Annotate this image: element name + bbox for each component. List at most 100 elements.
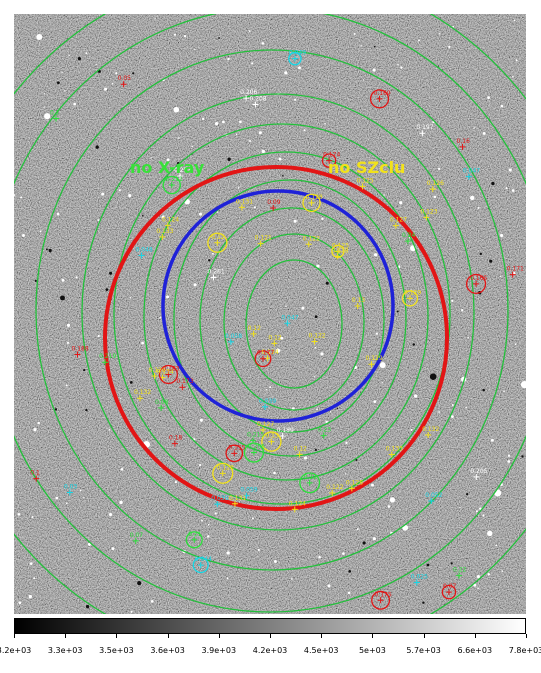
- colorbar-tick-label: 3.2e+03: [0, 646, 32, 655]
- sky-image-viewer[interactable]: 0.12 0.122 0.123 0.124 0.125 0.126 0.127 0.128 0…: [14, 14, 526, 614]
- colorbar-tick: [116, 634, 118, 638]
- redshift-label: 0.124: [162, 216, 179, 223]
- contour-ring: [245, 259, 343, 389]
- star: [253, 206, 256, 209]
- source-circle: [299, 472, 321, 494]
- redshift-label: 0.133: [156, 228, 173, 235]
- star: [120, 397, 122, 399]
- redshift-label: 0.127: [257, 421, 274, 428]
- source-cross: [425, 431, 432, 438]
- colorbar-tick-label: 7.8e+03: [508, 646, 541, 655]
- star: [44, 113, 51, 120]
- star: [104, 87, 108, 91]
- star: [399, 201, 403, 205]
- source-cross: [238, 204, 245, 211]
- star: [418, 39, 420, 42]
- source-circle: [261, 431, 282, 452]
- star: [118, 189, 121, 192]
- redshift-label: 0.177: [257, 350, 274, 357]
- star: [329, 411, 332, 413]
- colorbar-ticks: 3.2e+03 3.3e+03 3.5e+03 3.6e+03 3.9e+03 4.2e+…: [0, 634, 541, 655]
- star: [214, 121, 219, 126]
- source-cross: [456, 572, 463, 579]
- star: [487, 96, 490, 100]
- redshift-label: 0.03: [64, 483, 78, 490]
- source-cross: [177, 172, 184, 179]
- star: [475, 510, 478, 513]
- star: [226, 577, 229, 580]
- source-circle: [371, 590, 391, 610]
- star: [514, 343, 517, 346]
- star: [461, 309, 464, 312]
- star: [379, 362, 386, 369]
- star: [207, 523, 210, 526]
- contour-ring: [173, 179, 407, 457]
- source-cross: [252, 101, 259, 108]
- redshift-label: 0.049: [289, 50, 306, 57]
- source-circle: [441, 584, 457, 600]
- redshift-label: 0.121: [255, 235, 272, 242]
- star: [438, 411, 440, 413]
- star: [375, 332, 378, 335]
- star: [348, 570, 352, 573]
- redshift-label: 0.132: [134, 389, 151, 396]
- star: [490, 438, 494, 442]
- redshift-label: 0.12: [211, 234, 225, 241]
- star: [383, 194, 385, 196]
- colorbar-tick-label: 3.9e+03: [201, 646, 237, 655]
- star: [132, 72, 135, 75]
- star: [48, 248, 52, 253]
- redshift-label: 0.122: [326, 484, 343, 491]
- colorbar-tick: [372, 634, 374, 638]
- star: [314, 315, 318, 319]
- star: [163, 163, 166, 166]
- redshift-label: 0.122: [309, 332, 326, 339]
- source-circle: [212, 462, 234, 484]
- star: [433, 195, 437, 199]
- redshift-label: 0.044: [195, 556, 212, 563]
- star: [154, 17, 156, 19]
- redshift-label: 0.165: [470, 275, 487, 282]
- redshift-label: 0.206: [240, 89, 257, 96]
- star: [65, 502, 68, 505]
- colorbar-tick: [167, 634, 169, 638]
- star: [482, 388, 485, 392]
- redshift-label: 0.059: [240, 487, 257, 494]
- star: [43, 106, 45, 108]
- star: [389, 497, 396, 503]
- source-cross: [334, 248, 341, 255]
- star: [208, 259, 211, 262]
- star: [373, 400, 377, 403]
- colorbar-tick: [526, 634, 527, 638]
- contour-ring: [14, 14, 526, 613]
- star: [191, 145, 193, 148]
- star: [273, 471, 276, 475]
- star: [130, 610, 133, 613]
- star: [371, 483, 374, 487]
- star: [301, 306, 305, 310]
- redshift-label: 0.047: [281, 314, 298, 321]
- redshift-label: 0.197: [416, 124, 433, 131]
- star: [479, 252, 482, 255]
- source-cross: [320, 432, 327, 439]
- source-circle: [465, 273, 487, 295]
- star: [451, 403, 454, 407]
- source-cross: [249, 437, 256, 444]
- star: [85, 52, 88, 55]
- sky-noise: [14, 14, 526, 614]
- contour-ring: [223, 233, 365, 411]
- source-cross: [243, 492, 250, 499]
- colorbar-tick: [270, 634, 271, 638]
- source-cross: [308, 199, 315, 206]
- star: [414, 394, 418, 398]
- colorbar-tick-label: 5e+03: [358, 646, 386, 655]
- star: [387, 505, 391, 508]
- source-cross: [334, 253, 341, 260]
- star: [97, 334, 100, 338]
- redshift-label: 0.215: [247, 431, 264, 438]
- star: [512, 75, 514, 78]
- redshift-label: 0.13: [352, 297, 366, 304]
- star: [36, 33, 43, 41]
- source-cross: [136, 395, 143, 402]
- source-circle: [288, 51, 302, 66]
